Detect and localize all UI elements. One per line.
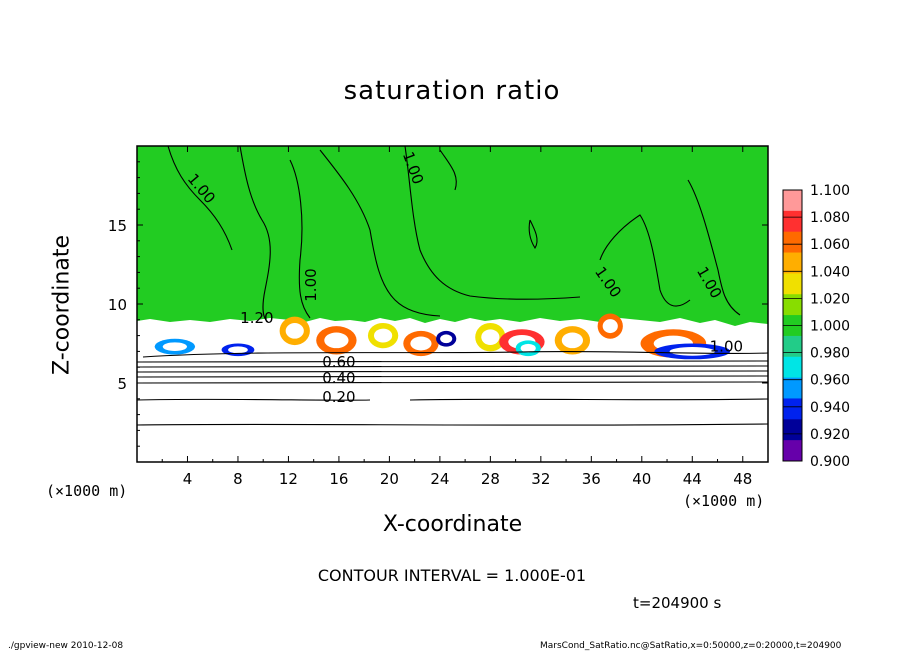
x-tick-label: 48 bbox=[733, 470, 752, 488]
field-saturated-region bbox=[137, 146, 768, 326]
contour-label: 0.60 bbox=[322, 353, 355, 371]
colorbar-label: 1.080 bbox=[810, 210, 850, 226]
colorbar-swatch bbox=[783, 294, 802, 316]
color-patch-core bbox=[162, 342, 187, 352]
x-tick-label: 24 bbox=[430, 470, 449, 488]
contour-label: 0.20 bbox=[322, 388, 355, 406]
colorbar-label: 0.940 bbox=[810, 400, 850, 416]
x-tick-label: 28 bbox=[481, 470, 500, 488]
supersaturation-patches bbox=[154, 313, 731, 360]
contour-lines bbox=[137, 146, 768, 426]
colorbar-swatch bbox=[783, 210, 802, 233]
x-tick-label: 16 bbox=[329, 470, 348, 488]
footer-right: MarsCond_SatRatio.nc@SatRatio,x=0:50000,… bbox=[540, 641, 842, 651]
color-patch-core bbox=[481, 329, 500, 346]
y-tick-label: 10 bbox=[108, 296, 127, 314]
colorbar-swatch bbox=[783, 440, 802, 462]
contour-line bbox=[137, 423, 768, 426]
contour-line bbox=[137, 398, 768, 401]
contour-label: 1.20 bbox=[240, 309, 273, 327]
contour-line bbox=[239, 146, 271, 323]
colorbar-swatch bbox=[783, 398, 802, 420]
footer-left: ./gpview-new 2010-12-08 bbox=[8, 641, 124, 651]
colorbar-label: 0.980 bbox=[810, 346, 850, 362]
colorbar-label: 1.060 bbox=[810, 237, 850, 253]
color-patch-core bbox=[374, 328, 393, 343]
x-axis-label: X-coordinate bbox=[382, 512, 523, 537]
color-patch-core bbox=[561, 332, 583, 349]
contour-line bbox=[137, 360, 768, 363]
contour-label: 1.00 bbox=[710, 337, 743, 355]
color-patch-core bbox=[669, 347, 715, 356]
colorbar: 1.100 1.080 1.060 1.040 1.020 1.000 0.980 0.960… bbox=[782, 183, 850, 470]
x-tick-label: 8 bbox=[233, 470, 243, 488]
colorbar-swatch bbox=[783, 377, 802, 399]
colorbar-label: 0.960 bbox=[810, 373, 850, 389]
contour-line bbox=[167, 146, 233, 251]
x-tick-label: 40 bbox=[632, 470, 651, 488]
contour-line bbox=[599, 214, 691, 307]
colorbar-label: 1.040 bbox=[810, 264, 850, 280]
y-tick-label: 15 bbox=[108, 217, 127, 235]
contour-line bbox=[289, 159, 311, 319]
colorbar-label: 0.920 bbox=[810, 427, 850, 443]
color-patch-core bbox=[410, 336, 432, 351]
x-tick-label: 36 bbox=[582, 470, 601, 488]
x-tick-label: 12 bbox=[279, 470, 298, 488]
contour-line bbox=[137, 370, 768, 373]
color-patch-core bbox=[520, 343, 536, 353]
contour-label: 0.40 bbox=[322, 369, 355, 387]
colorbar-swatch bbox=[783, 190, 802, 212]
contour-line bbox=[404, 146, 581, 300]
contour-line bbox=[528, 219, 538, 250]
time-label: t=204900 s bbox=[633, 594, 722, 612]
colorbar-swatch bbox=[783, 252, 802, 274]
colorbar-label: 0.900 bbox=[810, 454, 850, 470]
color-patch-core bbox=[285, 323, 304, 339]
plot-area: 1.001.001.00 1.00 1.001.200.600.400.201.00 bbox=[137, 146, 768, 462]
contour-line bbox=[687, 179, 741, 316]
contour-line bbox=[137, 375, 768, 378]
contour-line bbox=[137, 365, 768, 368]
colorbar-swatch bbox=[783, 231, 802, 254]
x-unit-right: (×1000 m) bbox=[683, 492, 765, 510]
x-unit-left: (×1000 m) bbox=[46, 482, 128, 500]
x-tick-label: 4 bbox=[183, 470, 193, 488]
colorbar-label: 1.100 bbox=[810, 183, 850, 199]
x-tick-label: 44 bbox=[683, 470, 702, 488]
colorbar-label: 1.000 bbox=[810, 319, 850, 335]
contour-label: 1.00 bbox=[302, 268, 320, 301]
y-tick-label: 5 bbox=[117, 375, 127, 393]
contour-line bbox=[319, 149, 441, 317]
colorbar-label: 1.020 bbox=[810, 291, 850, 307]
x-tick-label: 20 bbox=[380, 470, 399, 488]
colorbar-swatch bbox=[783, 356, 802, 379]
colorbar-swatch bbox=[783, 419, 802, 441]
contour-line bbox=[142, 350, 768, 358]
contour-interval: CONTOUR INTERVAL = 1.000E-01 bbox=[317, 566, 587, 585]
colorbar-swatch bbox=[783, 273, 802, 295]
color-patch-core bbox=[228, 346, 248, 354]
x-tick-label: 32 bbox=[531, 470, 550, 488]
contour-line bbox=[137, 381, 768, 384]
y-axis-label: Z-coordinate bbox=[49, 235, 75, 375]
color-patch-core bbox=[440, 334, 453, 344]
contour-line bbox=[439, 149, 457, 191]
color-patch-core bbox=[602, 319, 618, 334]
colorbar-swatch bbox=[783, 335, 802, 358]
color-patch-core bbox=[324, 332, 349, 349]
chart-title: saturation ratio bbox=[343, 76, 561, 106]
